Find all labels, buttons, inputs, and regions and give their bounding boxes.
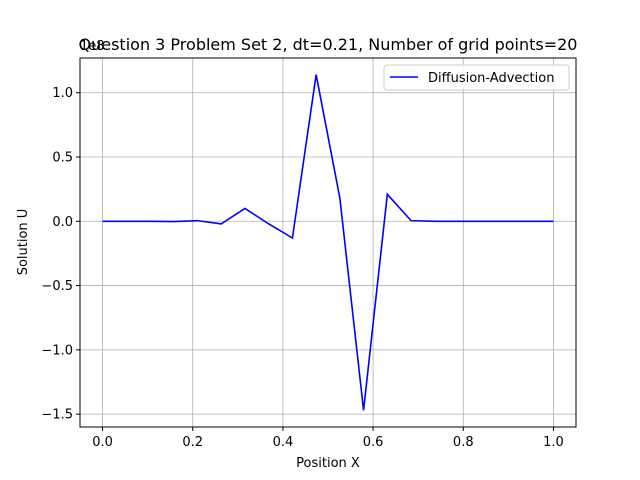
y-tick-label: 0.0 xyxy=(52,215,73,230)
y-tick-label: 0.5 xyxy=(52,151,73,166)
x-tick-label: 0.4 xyxy=(273,435,294,450)
x-tick-label: 0.0 xyxy=(92,435,113,450)
tick-layer: 0.0 0.2 0.4 0.6 0.8 1.0 −1.5 −1.0 −0.5 0.0 0.5 1.0 xyxy=(41,86,563,450)
x-tick-label: 0.2 xyxy=(182,435,203,450)
y-tick-label: −1.0 xyxy=(41,343,73,358)
x-tick-label: 0.6 xyxy=(363,435,384,450)
x-tick-label: 0.8 xyxy=(453,435,474,450)
legend-box xyxy=(383,64,570,91)
x-tick-label: 1.0 xyxy=(543,435,564,450)
y-axis-label: Solution U xyxy=(16,209,31,276)
x-axis-label: Position X xyxy=(296,456,360,471)
plot-area-frame xyxy=(79,57,577,428)
series-line-diffusion-advection xyxy=(102,74,554,411)
y-tick-label: −0.5 xyxy=(41,279,73,294)
y-offset-label: 1e8 xyxy=(80,39,105,54)
y-tick-label: −1.5 xyxy=(41,408,73,423)
y-tick-label: 1.0 xyxy=(52,86,73,101)
legend: Diffusion-Advection xyxy=(383,64,570,91)
chart-title: Question 3 Problem Set 2, dt=0.21, Numbe… xyxy=(79,35,578,54)
legend-label-diffusion-advection: Diffusion-Advection xyxy=(428,71,554,86)
